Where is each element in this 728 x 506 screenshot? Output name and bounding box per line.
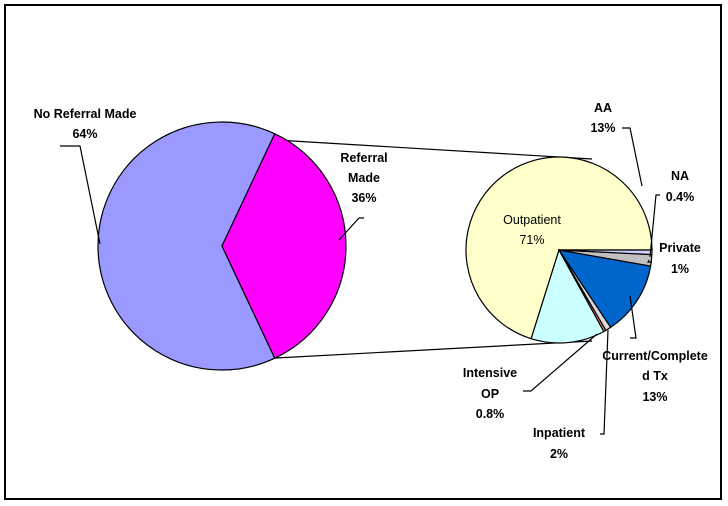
leader-current	[629, 295, 637, 339]
label-na-value: 0.4%	[666, 190, 695, 204]
label-inpatient-value: 2%	[550, 447, 568, 461]
leader-private	[647, 259, 652, 263]
label-private-value: 1%	[671, 262, 689, 276]
label-intensive-value: 0.8%	[476, 407, 505, 421]
label-referral-name-2: Made	[348, 171, 380, 185]
main-pie	[97, 121, 347, 371]
main-slice-no-referral-made	[97, 121, 276, 371]
label-referral-value: 36%	[351, 191, 376, 205]
leader-lines	[60, 127, 660, 435]
label-outpatient-name: Outpatient	[503, 213, 561, 227]
label-private-name: Private	[659, 241, 701, 255]
label-outpatient-value: 71%	[519, 233, 544, 247]
connector-line-bottom	[275, 340, 593, 359]
label-current-value: 13%	[642, 390, 667, 404]
label-na-name: NA	[671, 169, 689, 183]
leader-referral	[338, 217, 364, 241]
main-slice-referral-made	[221, 133, 347, 359]
breakdown-slice-outpatient	[465, 156, 653, 340]
label-current-name-2: d Tx	[642, 369, 668, 383]
breakdown-slice-intensive-op	[558, 249, 653, 256]
label-referral-name-1: Referral	[340, 151, 387, 165]
connector-lines	[275, 139, 593, 359]
leader-inpatient	[600, 329, 609, 435]
label-intensive-name-1: Intensive	[463, 366, 517, 380]
label-no-referral-value: 64%	[72, 127, 97, 141]
leader-intensive	[523, 333, 598, 392]
leader-aa	[622, 127, 643, 187]
connector-line-top	[275, 139, 593, 160]
breakdown-slice-aa	[530, 248, 605, 344]
leader-na	[649, 194, 660, 258]
breakdown-pie	[465, 156, 653, 344]
label-intensive-name-2: OP	[481, 387, 499, 401]
label-aa-value: 13%	[590, 121, 615, 135]
breakdown-slice-current-completed-tx	[557, 249, 652, 329]
leader-no-referral	[60, 145, 101, 245]
label-aa-name: AA	[594, 101, 612, 115]
label-inpatient-name: Inpatient	[533, 426, 586, 440]
label-current-name-1: Current/Complete	[602, 349, 708, 363]
label-no-referral-name: No Referral Made	[34, 107, 137, 121]
